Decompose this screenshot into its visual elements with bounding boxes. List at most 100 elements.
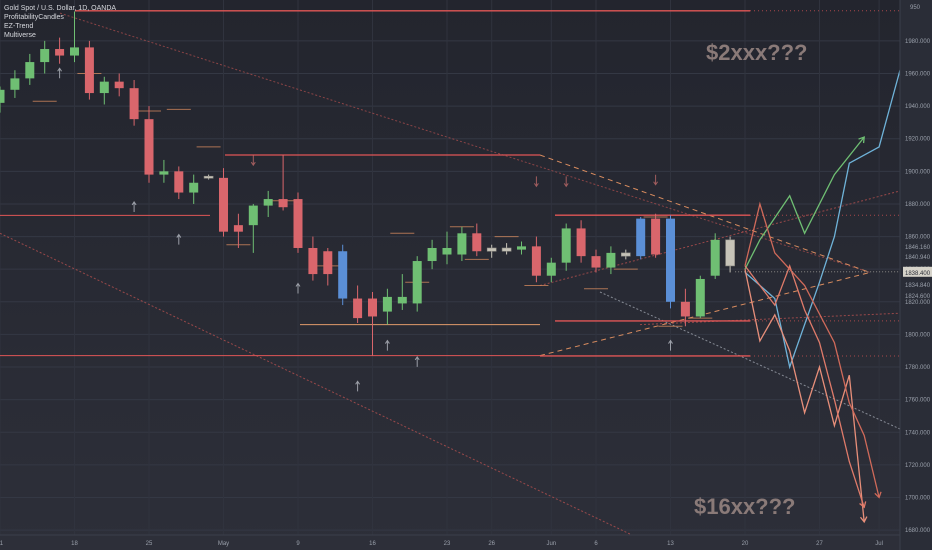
y-tick-label: 1920.000 bbox=[905, 137, 931, 143]
arrow-down-icon bbox=[563, 176, 569, 188]
candle-body bbox=[382, 296, 392, 312]
arrow-up-icon bbox=[384, 339, 390, 351]
y-tick-label: 1860.000 bbox=[905, 235, 931, 241]
candle-body bbox=[501, 247, 512, 252]
x-tick-label: 18 bbox=[71, 541, 78, 547]
candle-body bbox=[442, 247, 452, 255]
candle-body bbox=[368, 298, 377, 317]
candle-body bbox=[0, 89, 5, 103]
y-tick-label: 1720.000 bbox=[905, 463, 931, 469]
stacked-price-label: 1846.160 bbox=[905, 245, 931, 251]
y-tick-label: 1800.000 bbox=[905, 332, 931, 338]
candle-body bbox=[651, 218, 661, 255]
candle-body bbox=[725, 239, 735, 267]
scenario-arrowhead-icon bbox=[859, 516, 868, 524]
scenario-path bbox=[744, 136, 865, 270]
arrow-up-icon bbox=[131, 201, 137, 212]
candle-body bbox=[606, 252, 616, 268]
chart-legend: Gold Spot / U.S. Dollar, 1D, OANDA Profi… bbox=[4, 4, 116, 40]
candle-body bbox=[576, 228, 586, 257]
arrow-up-icon bbox=[414, 355, 420, 367]
candle-body bbox=[546, 262, 556, 276]
wedge-upper-line bbox=[539, 154, 871, 273]
candle-body bbox=[636, 218, 646, 257]
candle-body bbox=[159, 171, 169, 175]
x-tick-label: 6 bbox=[594, 541, 598, 547]
candle-body bbox=[293, 199, 303, 248]
arrow-up-icon bbox=[57, 67, 63, 79]
x-tick-label: 9 bbox=[296, 541, 300, 547]
y-tick-label-partial: 950 bbox=[910, 5, 921, 11]
y-tick-label: 1680.000 bbox=[905, 528, 931, 534]
trendline-diagonal-upper bbox=[59, 12, 871, 273]
candle-body bbox=[517, 246, 526, 250]
indicator-multiverse[interactable]: Multiverse bbox=[4, 32, 36, 39]
x-tick-label: 23 bbox=[444, 541, 451, 547]
arrow-up-icon bbox=[355, 380, 361, 392]
candle-body bbox=[680, 301, 690, 317]
candle-body bbox=[710, 239, 720, 276]
candle-body bbox=[248, 205, 258, 226]
scenario-path bbox=[744, 269, 865, 523]
stacked-price-label: 1824.600 bbox=[905, 294, 931, 300]
candle-body bbox=[472, 233, 482, 252]
candle-body bbox=[278, 199, 288, 208]
arrow-up-icon bbox=[295, 282, 301, 294]
candle-body bbox=[531, 246, 541, 276]
x-tick-label: Jul bbox=[875, 541, 883, 547]
candle-body bbox=[338, 251, 348, 299]
candle-body bbox=[10, 78, 20, 90]
scenario-arrowhead-icon bbox=[859, 501, 867, 509]
arrow-up-icon bbox=[668, 339, 673, 351]
y-tick-label: 1700.000 bbox=[905, 495, 931, 501]
y-tick-label: 1960.000 bbox=[905, 71, 931, 77]
candle-body bbox=[486, 247, 497, 252]
y-tick-label: 1980.000 bbox=[905, 39, 931, 45]
candle-body bbox=[99, 81, 109, 94]
arrow-down-icon bbox=[250, 155, 256, 167]
x-tick-label: 13 bbox=[667, 541, 674, 547]
scenario-path bbox=[744, 263, 865, 508]
candle-body bbox=[70, 47, 79, 56]
arrow-down-icon bbox=[533, 176, 539, 188]
y-tick-label: 1880.000 bbox=[905, 202, 931, 208]
candle-body bbox=[129, 88, 139, 120]
stacked-price-label: 1834.840 bbox=[905, 283, 931, 289]
x-tick-label: 25 bbox=[146, 541, 153, 547]
current-price-badge bbox=[903, 266, 932, 277]
candle-body bbox=[40, 49, 50, 63]
x-tick-label: 26 bbox=[488, 541, 495, 547]
y-tick-label: 1820.000 bbox=[905, 300, 931, 306]
candle-body bbox=[308, 247, 318, 275]
candle-body bbox=[695, 278, 705, 317]
indicator-profitability-candles[interactable]: ProfitabilityCandles bbox=[4, 14, 64, 21]
y-tick-label: 1780.000 bbox=[905, 365, 931, 371]
annotation-upper-target: $2xxx??? bbox=[706, 40, 808, 65]
x-tick-label: 11 bbox=[0, 541, 4, 547]
candle-body bbox=[353, 298, 363, 319]
symbol-title[interactable]: Gold Spot / U.S. Dollar, 1D, OANDA bbox=[4, 5, 117, 12]
candle-body bbox=[397, 296, 407, 304]
arrow-down-icon bbox=[653, 174, 659, 186]
candle-body bbox=[561, 228, 571, 263]
x-tick-label: Jun bbox=[546, 541, 556, 547]
candle-body bbox=[233, 225, 243, 232]
candle-body bbox=[25, 62, 35, 79]
candle-body bbox=[55, 49, 65, 56]
candle-body bbox=[144, 119, 154, 175]
scenario-arrowhead-icon bbox=[874, 491, 882, 499]
indicator-ez-trend[interactable]: EZ-Trend bbox=[4, 23, 34, 30]
wedge-lower-line bbox=[539, 271, 871, 357]
candle-body bbox=[203, 175, 214, 179]
scenario-path bbox=[744, 201, 880, 498]
candle-body bbox=[457, 233, 467, 255]
x-tick-label: 16 bbox=[369, 541, 376, 547]
x-tick-label: May bbox=[218, 541, 229, 547]
y-tick-label: 1900.000 bbox=[905, 169, 931, 175]
y-tick-label: 1760.000 bbox=[905, 398, 931, 404]
candle-body bbox=[219, 177, 228, 232]
candle-body bbox=[114, 81, 124, 89]
